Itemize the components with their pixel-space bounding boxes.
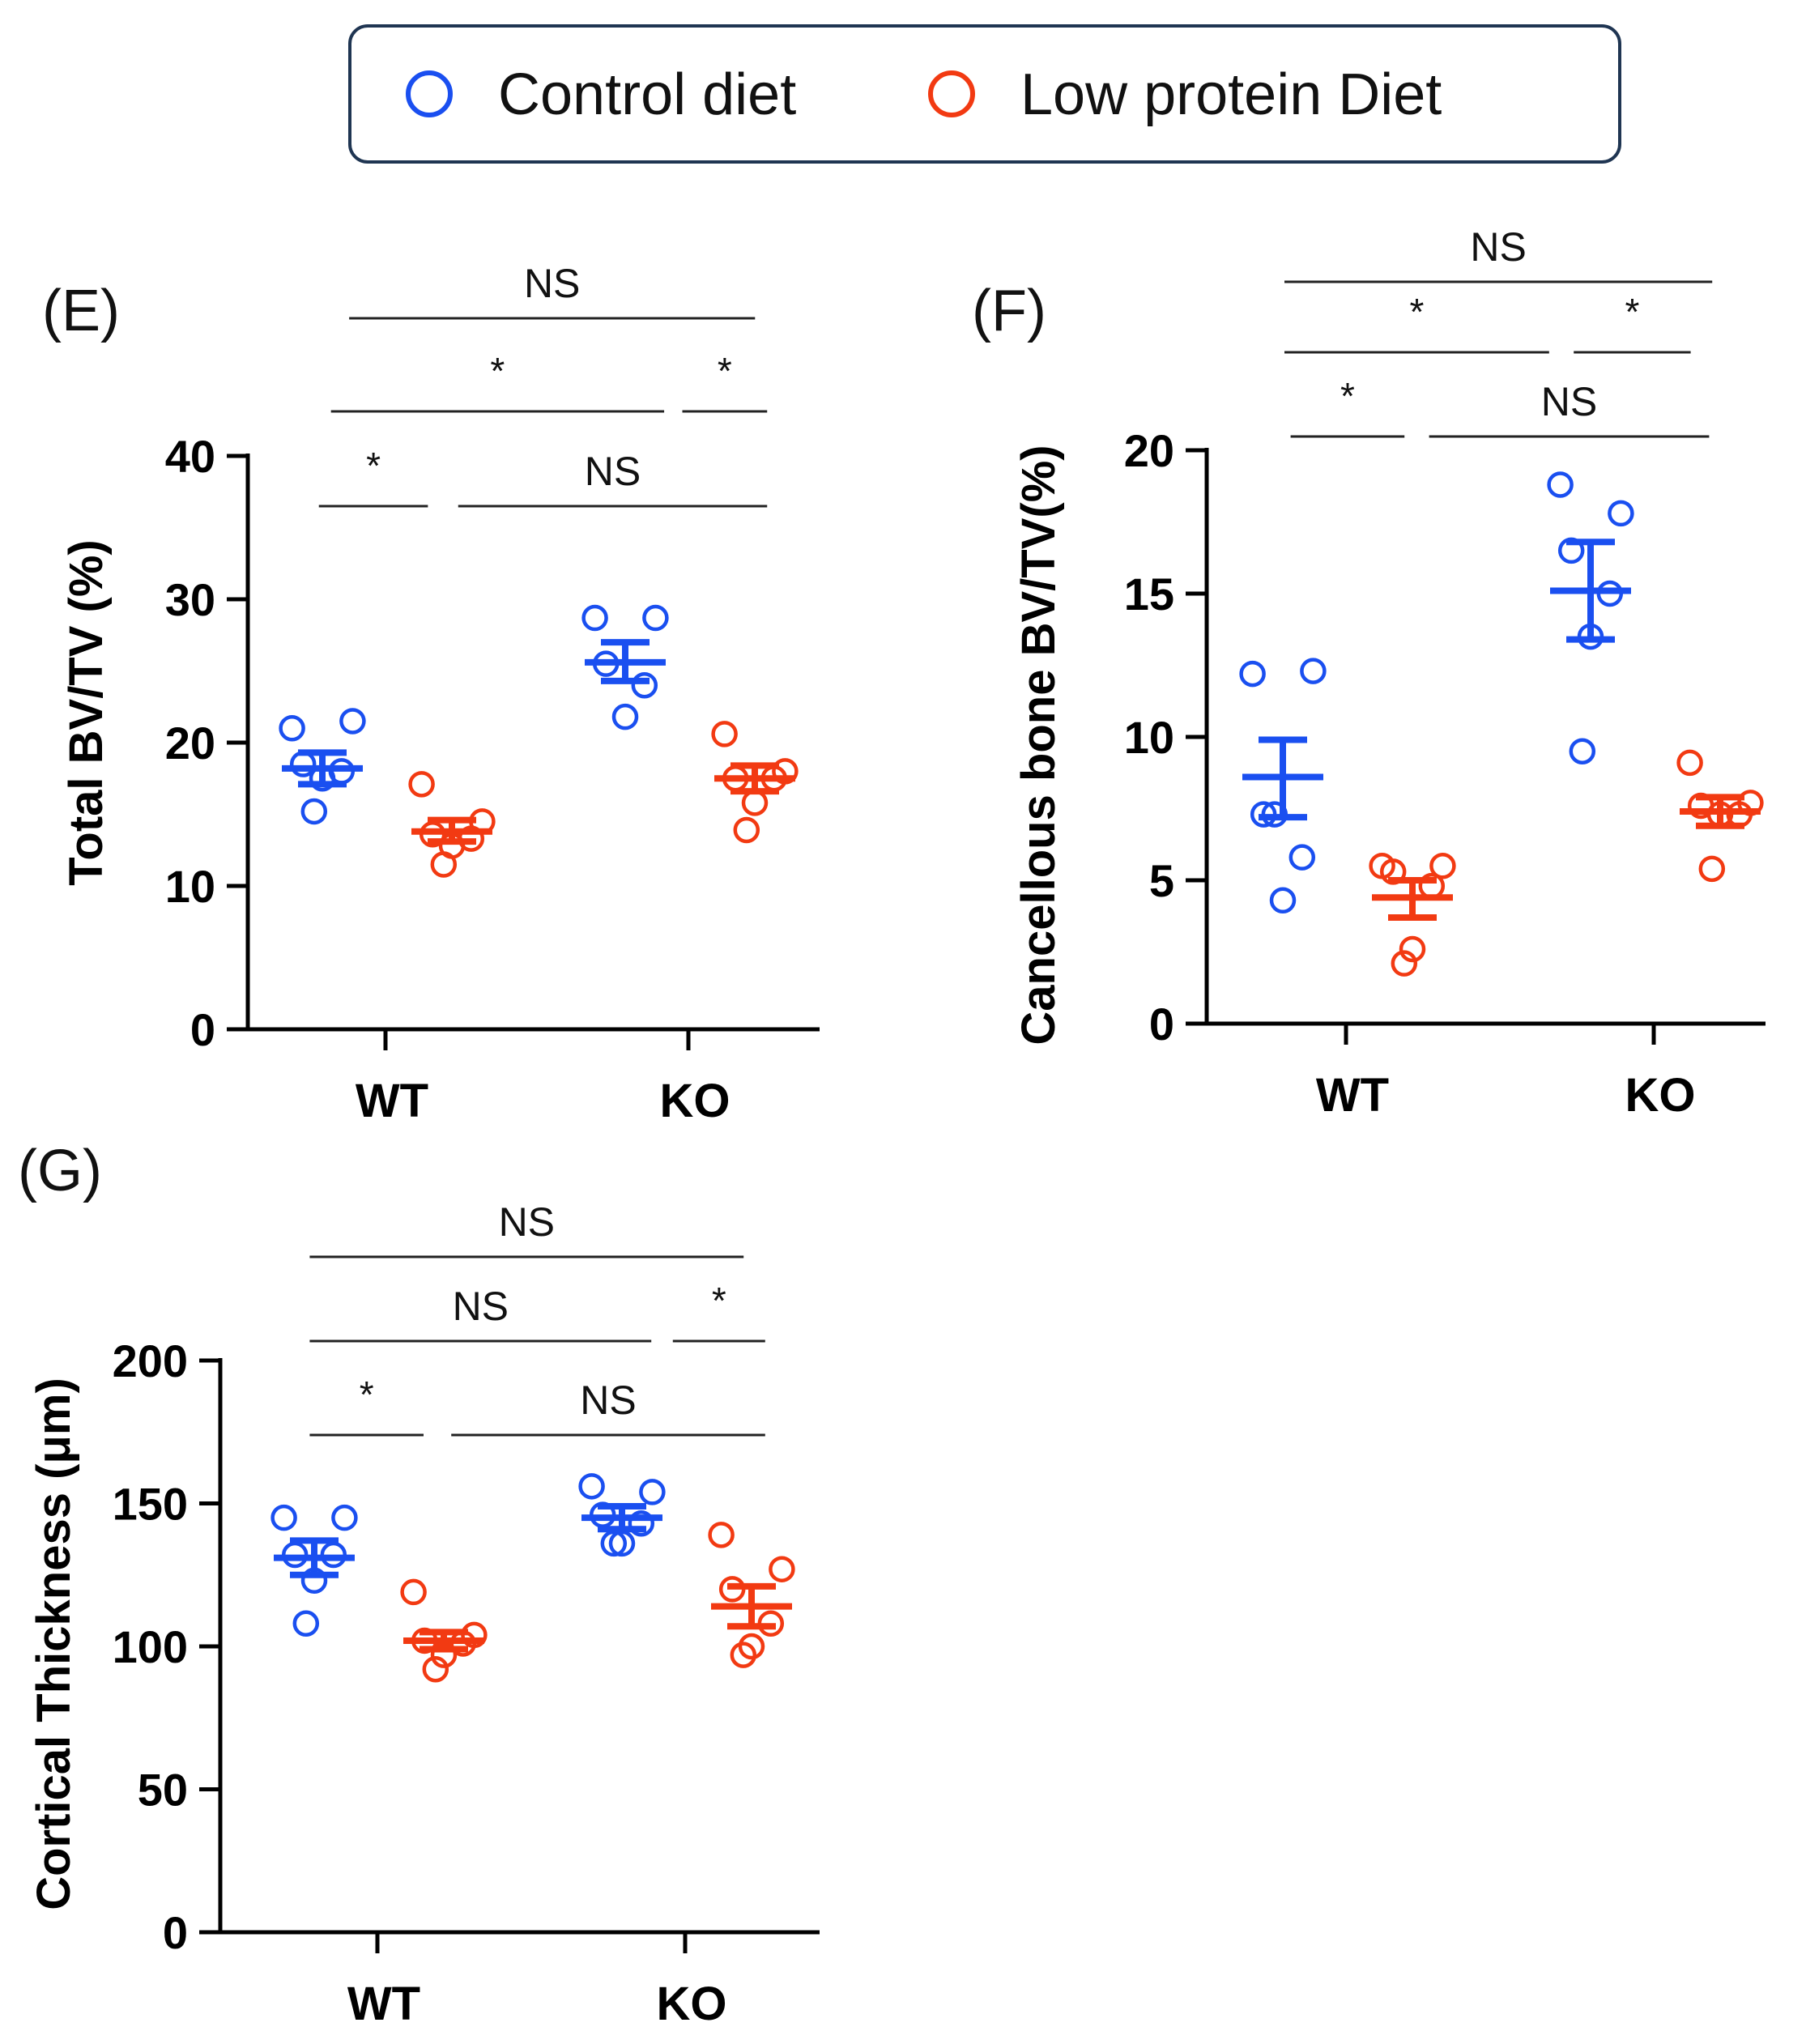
y-tick-label: 10 [165, 861, 215, 912]
data-point [408, 771, 435, 798]
data-point [300, 798, 328, 825]
x-tick-label: WT [356, 1075, 428, 1127]
data-point [400, 1578, 427, 1606]
panel-e: (E) Total BV/TV (%) 0 10 20 30 40 WT KO NS * * * NS [42, 261, 820, 1127]
panel-g: (G) Cortical Thickness (μm) 0 50 100 150 200… [18, 1139, 820, 2030]
y-tick-label: 10 [1124, 712, 1174, 763]
data-point [1569, 738, 1596, 764]
legend: Control diet Low protein Diet [348, 24, 1621, 164]
data-point [1239, 660, 1266, 688]
data-point [628, 1510, 655, 1537]
y-tick-label: 0 [1149, 999, 1174, 1050]
panel-label: (F) [972, 279, 1046, 343]
y-tick-label: 20 [1124, 425, 1174, 476]
data-point [578, 1473, 605, 1500]
data-point [733, 816, 760, 844]
y-tick-label: 100 [113, 1621, 188, 1672]
data-point [711, 721, 738, 747]
data-point [1676, 749, 1703, 777]
data-point [631, 671, 658, 699]
significance-ns: NS [585, 449, 641, 494]
significance-star: * [360, 1373, 374, 1416]
y-tick-label: 40 [165, 431, 215, 482]
significance-star: * [490, 350, 505, 392]
data-point [730, 1642, 757, 1668]
significance-ns: NS [453, 1284, 509, 1329]
significance-star: * [1409, 291, 1424, 333]
data-point [422, 1655, 449, 1683]
significance-star: * [718, 350, 732, 392]
y-axis-title: Cancellous bone BV/TV(%) [1012, 445, 1065, 1045]
data-point [1547, 471, 1574, 498]
significance-ns: NS [524, 261, 580, 306]
significance-star: * [1340, 375, 1355, 417]
data-point [339, 708, 366, 735]
data-point [1429, 853, 1456, 879]
significance-ns: NS [499, 1199, 555, 1245]
significance-star: * [712, 1280, 726, 1322]
data-point [642, 604, 669, 632]
significance-ns: NS [1541, 379, 1597, 424]
significance-star: * [1625, 291, 1639, 333]
data-point [639, 1479, 666, 1505]
data-point [1391, 950, 1418, 977]
significance-ns: NS [580, 1378, 636, 1423]
data-point [738, 1633, 765, 1660]
y-tick-label: 50 [138, 1765, 188, 1816]
y-tick-label: 150 [113, 1479, 188, 1530]
significance-star: * [366, 445, 381, 487]
data-point [279, 715, 305, 742]
data-point [611, 703, 639, 730]
data-point [430, 851, 458, 878]
data-point [708, 1522, 735, 1548]
legend-label-low-protein-diet: Low protein Diet [1020, 62, 1442, 127]
panel-label: (E) [42, 279, 120, 343]
y-tick-label: 0 [190, 1004, 215, 1055]
significance-ns: NS [1470, 224, 1526, 270]
data-point [581, 604, 608, 632]
x-tick-label: KO [1625, 1069, 1696, 1122]
y-tick-label: 0 [163, 1907, 188, 1958]
data-point [741, 790, 769, 816]
x-tick-label: WT [347, 1978, 420, 2030]
y-tick-label: 30 [165, 574, 215, 625]
legend-marker-low-protein-diet [928, 70, 975, 117]
panel-label: (G) [18, 1139, 102, 1203]
data-point [1269, 887, 1297, 914]
data-point [1698, 855, 1726, 883]
y-tick-label: 5 [1149, 855, 1174, 906]
y-axis-title: Cortical Thickness (μm) [28, 1378, 80, 1910]
data-point [1300, 658, 1327, 684]
legend-marker-control-diet [406, 70, 453, 117]
x-tick-label: WT [1316, 1069, 1389, 1122]
panel-f: (F) Cancellous bone BV/TV(%) 0 5 10 15 20 WT K… [972, 224, 1766, 1122]
y-tick-label: 200 [113, 1335, 188, 1386]
data-point [331, 1504, 358, 1531]
x-tick-label: KO [660, 1075, 730, 1127]
data-point [292, 1610, 320, 1637]
data-point [1288, 844, 1316, 871]
data-point [1608, 500, 1634, 527]
y-tick-label: 20 [165, 718, 215, 769]
legend-box [348, 24, 1621, 164]
data-point [1399, 935, 1426, 963]
legend-label-control-diet: Control diet [498, 62, 796, 127]
data-point [270, 1504, 297, 1531]
y-axis-title: Total BV/TV (%) [60, 539, 113, 885]
x-tick-label: KO [657, 1978, 727, 2030]
y-tick-label: 15 [1124, 568, 1174, 620]
data-point [769, 1556, 795, 1582]
